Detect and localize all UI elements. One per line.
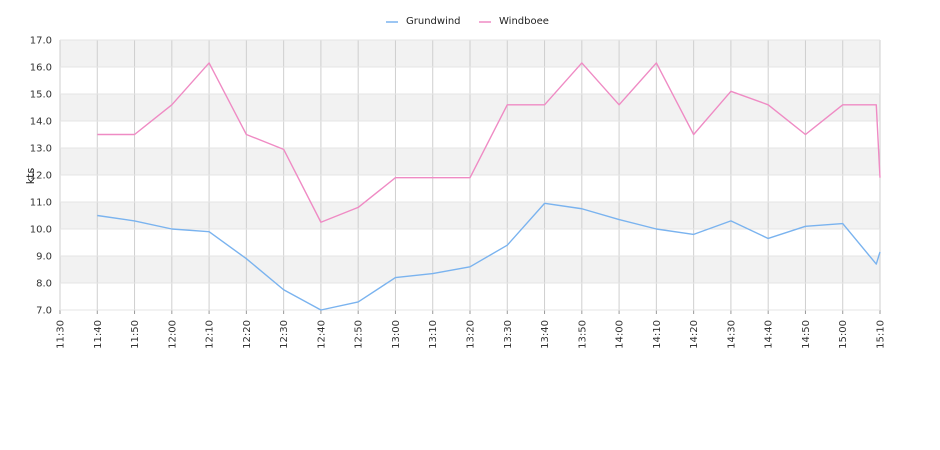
x-tick-label: 12:40 [316, 320, 327, 349]
y-tick-label: 8.0 [36, 279, 52, 290]
x-tick-label: 14:50 [801, 320, 812, 349]
y-tick-label: 16.0 [30, 63, 52, 74]
y-tick-label: 14.0 [30, 117, 52, 128]
x-tick-label: 12:10 [205, 320, 216, 349]
y-tick-label: 17.0 [30, 36, 52, 47]
series-line-windboee [97, 62, 881, 223]
series-line-grundwind [97, 202, 881, 311]
x-tick-label: 13:00 [391, 320, 402, 349]
legend: Grundwind Windboee [386, 16, 549, 27]
x-tick-label: 15:10 [876, 320, 887, 349]
x-axis-tick-labels: 11:30 11:40 11:50 12:00 12:10 12:20 12:30 12:40… [56, 320, 887, 349]
legend-label-windboee: Windboee [499, 16, 549, 27]
x-tick-label: 12:20 [242, 320, 253, 349]
x-tick-label: 14:20 [689, 320, 700, 349]
x-tick-label: 15:00 [838, 320, 849, 349]
y-tick-label: 10.0 [30, 225, 52, 236]
x-tick-label: 11:40 [93, 320, 104, 349]
x-tick-label: 12:30 [279, 320, 290, 349]
y-tick-label: 12.0 [30, 171, 52, 182]
x-tick-label: 14:40 [764, 320, 775, 349]
x-tick-label: 13:40 [540, 320, 551, 349]
y-axis-tick-labels: 7.0 8.0 9.0 10.0 11.0 12.0 13.0 14.0 15.0 16.0 17.… [30, 36, 52, 317]
y-tick-label: 9.0 [36, 252, 52, 263]
x-tick-label: 14:10 [652, 320, 663, 349]
x-tick-label: 14:00 [615, 320, 626, 349]
legend-label-grundwind: Grundwind [406, 16, 461, 27]
x-tick-label: 13:50 [577, 320, 588, 349]
y-tick-label: 13.0 [30, 144, 52, 155]
horizontal-gridlines [60, 39, 880, 311]
y-tick-label: 11.0 [30, 198, 52, 209]
x-tick-label: 11:30 [56, 320, 67, 349]
x-tick-label: 13:30 [503, 320, 514, 349]
x-tick-label: 12:00 [167, 320, 178, 349]
x-tick-label: 13:20 [466, 320, 477, 349]
y-tick-label: 15.0 [30, 90, 52, 101]
x-tick-label: 14:30 [726, 320, 737, 349]
y-axis-label: kts [24, 168, 37, 185]
x-tick-label: 11:50 [130, 320, 141, 349]
x-tick-label: 12:50 [354, 320, 365, 349]
x-tick-label: 13:10 [428, 320, 439, 349]
series-lines [97, 62, 881, 311]
y-tick-label: 7.0 [36, 306, 52, 317]
